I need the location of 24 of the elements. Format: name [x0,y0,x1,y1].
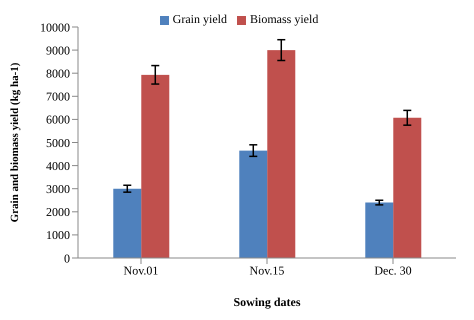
y-tick-label: 1000 [46,228,70,242]
y-axis-title: Grain and biomass yield (kg ha-1) [8,62,21,222]
x-tick-label: Nov.15 [250,264,284,278]
legend-label: Grain yield [172,12,227,26]
bar [267,50,296,258]
y-tick-label: 0 [64,251,70,266]
bar [239,150,268,258]
bar [365,202,394,258]
y-tick-label: 6000 [46,112,70,127]
y-tick-label: 2000 [46,205,70,220]
y-tick-label: 3000 [46,182,70,196]
y-tick-label: 5000 [46,136,70,150]
bar [141,74,170,258]
y-tick-label: 7000 [46,90,70,104]
y-tick-label: 9000 [46,43,70,58]
legend-label: Biomass yield [250,12,318,26]
y-tick-label: 8000 [46,66,70,80]
y-tick-label: 4000 [46,158,70,173]
x-axis-title: Sowing dates [233,295,301,309]
x-tick-label: Dec. 30 [374,264,412,278]
bar [113,188,142,258]
bar [393,118,422,258]
y-tick-label: 10000 [40,20,70,34]
x-tick-label: Nov.01 [124,264,158,278]
